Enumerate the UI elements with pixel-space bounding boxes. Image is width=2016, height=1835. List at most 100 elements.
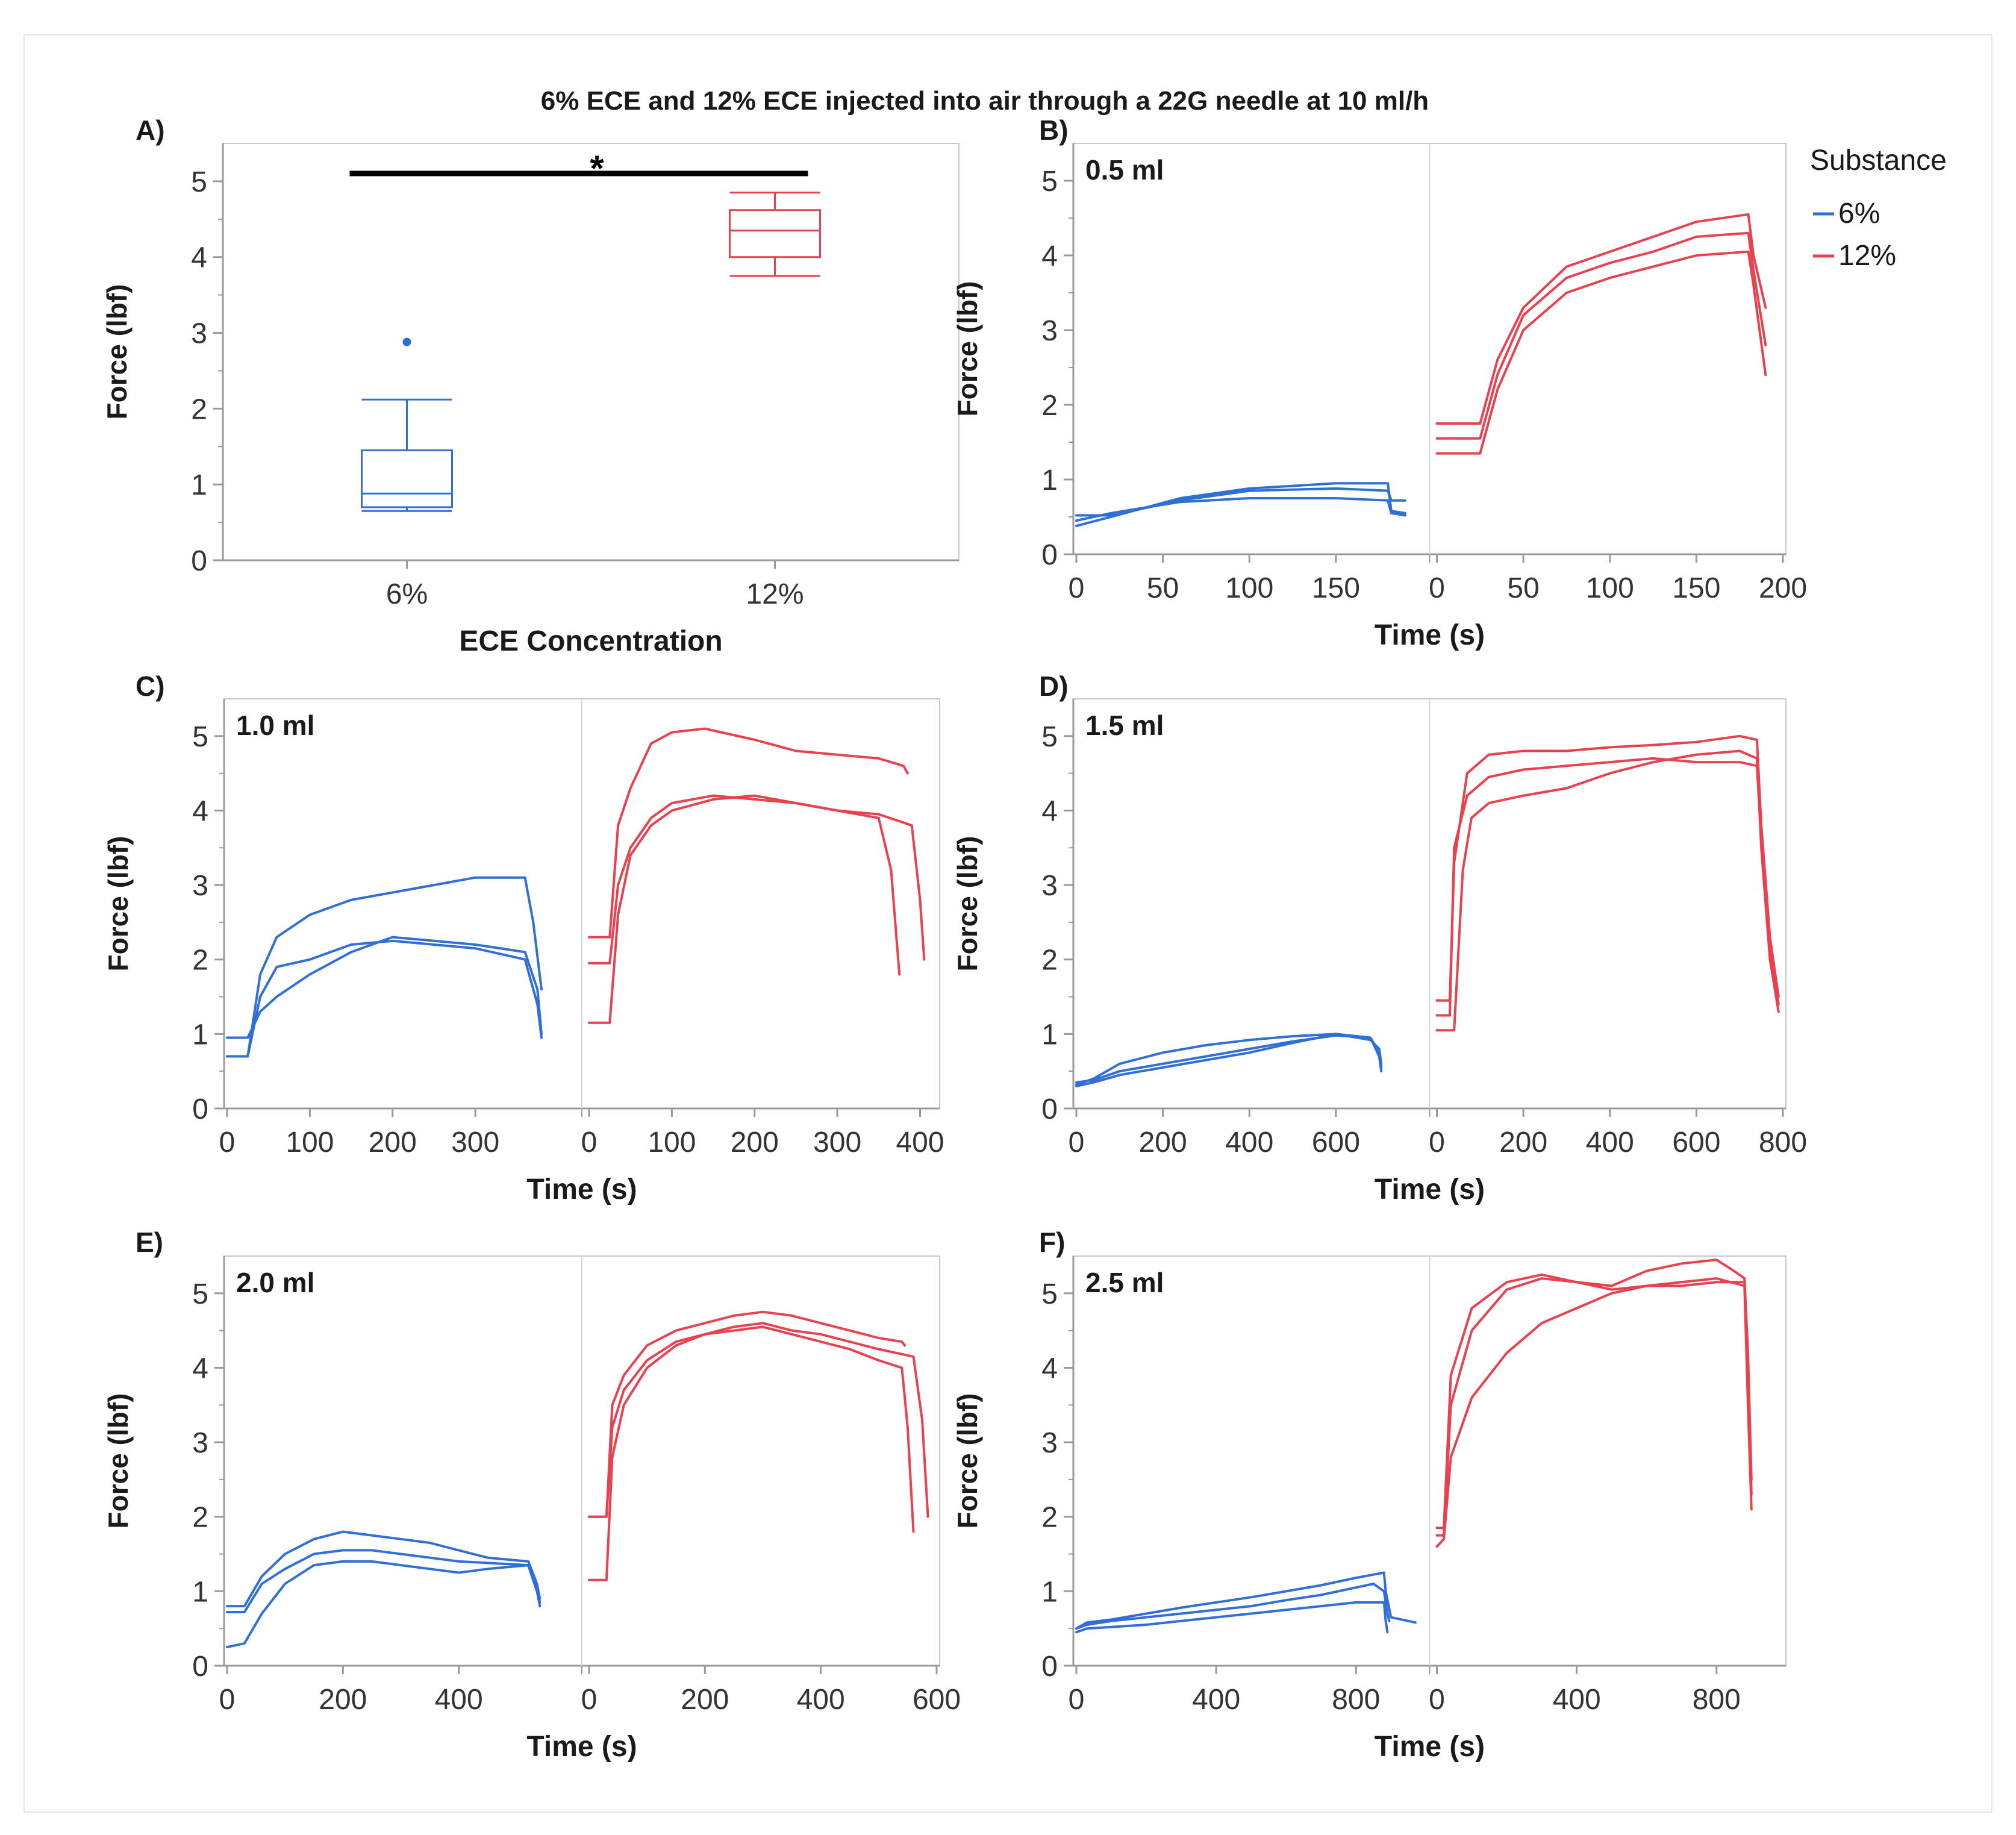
x-tick-label: 400 [797, 1684, 845, 1716]
y-tick-label: 0 [1041, 539, 1058, 571]
x-tick-label: 400 [1553, 1684, 1601, 1716]
panel-label: D) [1039, 671, 1069, 702]
volume-label: 1.5 ml [1085, 710, 1164, 741]
legend-label-6: 6% [1838, 198, 1880, 230]
box-iqr [361, 449, 453, 508]
y-tick-label: 2 [192, 945, 208, 977]
y-tick-label: 5 [1041, 721, 1058, 753]
box-12 [729, 192, 821, 277]
panel-label: A) [136, 114, 165, 146]
x-axis-label: Time (s) [1375, 1731, 1485, 1763]
panel-label: B) [1039, 114, 1069, 146]
y-tick-label: 5 [191, 166, 207, 198]
y-axis-label: Force (lbf) [102, 1393, 134, 1529]
series-line-6-2 [226, 936, 543, 1039]
x-tick-label: 0 [581, 1684, 598, 1716]
x-tick-label: 12% [746, 578, 804, 610]
series-line-12-3 [588, 1310, 907, 1518]
series-line-12-3 [588, 727, 909, 939]
volume-label: 1.0 ml [236, 710, 314, 741]
panel-e: E) 0 1 2 3 4 5 Force (lbf) 0 200 400 0 200 400 600 2.0 … [102, 1227, 961, 1763]
x-axis-label: Time (s) [526, 1731, 637, 1763]
x-tick-label: 0 [219, 1127, 236, 1158]
y-tick-label: 4 [191, 242, 207, 274]
series-line-6-3 [1075, 1033, 1383, 1086]
series-line-12-2 [588, 794, 926, 964]
box-iqr [729, 209, 821, 258]
series-line-12-2 [588, 1322, 929, 1518]
x-tick-label: 200 [1759, 572, 1807, 604]
x-tick-label: 800 [1759, 1127, 1807, 1158]
x-tick-label: 600 [1312, 1127, 1360, 1158]
x-tick-label: 400 [435, 1684, 483, 1716]
panel-c: C) 0 1 2 3 4 5 Force (lbf) 0 100 200 300 0 100 200 300 4… [102, 671, 944, 1205]
x-tick-label: 0 [219, 1684, 236, 1716]
y-tick-label: 3 [1041, 315, 1058, 347]
x-axis-label: Time (s) [526, 1174, 637, 1205]
y-tick-label: 1 [191, 469, 207, 501]
box-6 [361, 398, 453, 512]
x-tick-label: 0 [1069, 1684, 1085, 1716]
y-tick-label: 5 [1041, 166, 1058, 198]
series-line-6-3 [1075, 482, 1406, 527]
panel-d: D) 0 1 2 3 4 5 Force (lbf) 0 200 400 600 0 200 400 600 8… [952, 671, 1807, 1205]
legend-label-12: 12% [1838, 240, 1896, 272]
y-tick-label: 2 [1041, 945, 1058, 977]
y-tick-label: 2 [1041, 1502, 1058, 1534]
y-tick-label: 3 [192, 1427, 208, 1459]
series-line-12-1 [1435, 1277, 1753, 1548]
x-axis-label: Time (s) [1375, 1174, 1485, 1205]
panels: A) 0 1 2 3 4 5 Force (lbf) 6% 12% ECE Concentratio… [101, 114, 1807, 1763]
y-tick-label: 2 [191, 393, 207, 425]
y-tick-label: 1 [1041, 1019, 1058, 1051]
panel-f: F) 0 1 2 3 4 5 Force (lbf) 0 400 800 0 400 800 2.5 ml T… [952, 1227, 1787, 1763]
series-line-12-1 [588, 794, 901, 1024]
x-tick-label: 0 [581, 1127, 598, 1158]
y-tick-label: 4 [1041, 795, 1058, 827]
panel-a: A) 0 1 2 3 4 5 Force (lbf) 6% 12% ECE Concentratio… [101, 114, 960, 657]
x-tick-label: 600 [913, 1684, 961, 1716]
y-tick-label: 2 [192, 1502, 208, 1534]
x-tick-label: 400 [1225, 1127, 1273, 1158]
y-tick-label: 3 [1041, 1427, 1058, 1459]
y-tick-label: 0 [192, 1093, 208, 1125]
y-axis-label: Force (lbf) [952, 281, 983, 417]
x-axis-label: Time (s) [1375, 619, 1485, 651]
y-tick-label: 5 [192, 1278, 208, 1310]
x-tick-label: 150 [1312, 572, 1360, 604]
panel-label: C) [136, 671, 165, 702]
y-tick-label: 5 [192, 721, 208, 753]
x-tick-label: 400 [896, 1127, 944, 1158]
y-axis-label: Force (lbf) [952, 836, 983, 972]
x-tick-label: 0 [1069, 572, 1085, 604]
series-line-6-3 [1075, 1571, 1417, 1630]
figure-background [23, 34, 1993, 1813]
significance-star: * [590, 148, 604, 189]
y-axis-label: Force (lbf) [101, 284, 133, 420]
x-tick-label: 100 [286, 1127, 334, 1158]
series-line-12-1 [1435, 250, 1767, 455]
y-axis-label: Force (lbf) [102, 836, 134, 972]
y-tick-label: 3 [1041, 870, 1058, 902]
series-line-6-2 [1075, 1583, 1391, 1630]
x-tick-label: 0 [1429, 572, 1445, 604]
series-line-12-2 [1435, 231, 1767, 440]
y-tick-label: 4 [1041, 240, 1058, 272]
panel-b: B) 0 1 2 3 4 5 Force (lbf) 0 50 100 150 0 50 100 150 200… [952, 114, 1807, 651]
y-tick-label: 4 [192, 795, 208, 827]
x-tick-label: 200 [319, 1684, 367, 1716]
series-line-6-2 [226, 1549, 541, 1613]
y-tick-label: 1 [192, 1576, 208, 1608]
x-tick-label: 100 [1586, 572, 1634, 604]
x-tick-label: 200 [1499, 1127, 1547, 1158]
y-tick-label: 1 [192, 1019, 208, 1051]
x-tick-label: 50 [1507, 572, 1539, 604]
series-line-12-3 [1435, 213, 1767, 425]
x-tick-label: 200 [681, 1684, 729, 1716]
x-tick-label: 100 [1225, 572, 1273, 604]
x-tick-label: 200 [731, 1127, 779, 1158]
y-tick-label: 2 [1041, 390, 1058, 422]
panel-label: E) [136, 1227, 163, 1258]
